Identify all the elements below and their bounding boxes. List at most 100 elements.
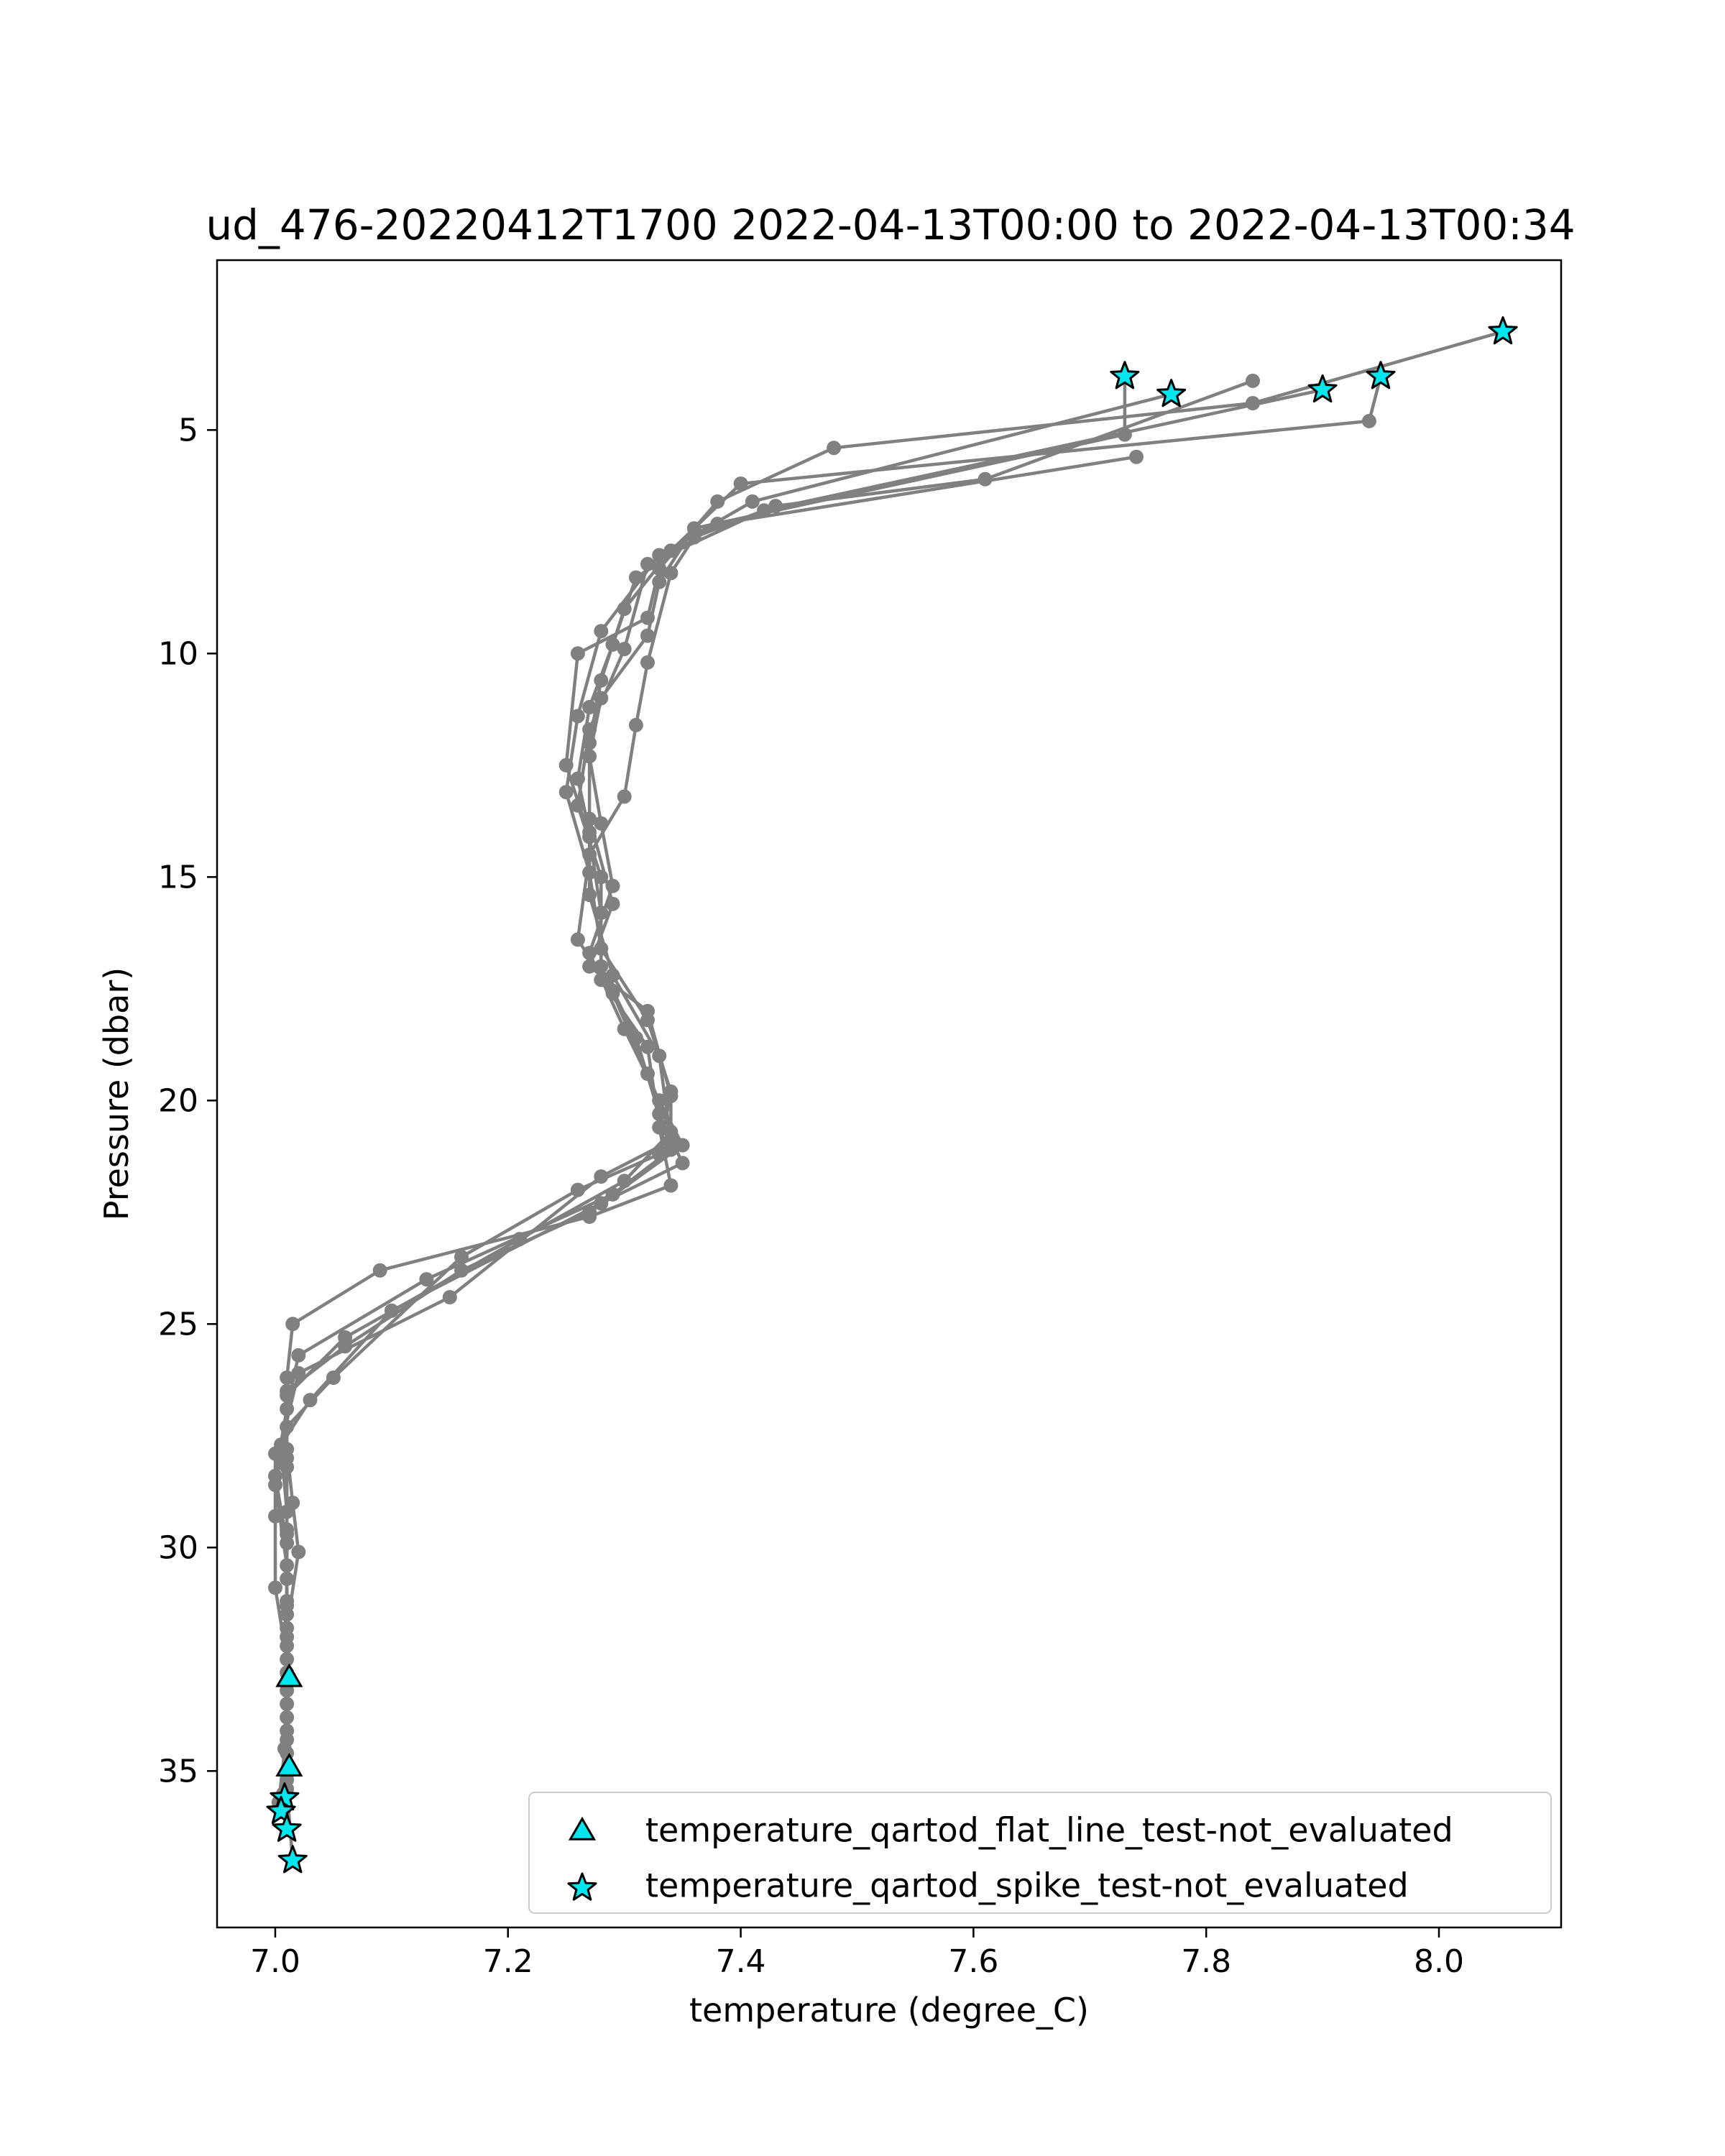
legend-label-spike: temperature_qartod_spike_test-not_evalua… xyxy=(645,1866,1409,1905)
data-point xyxy=(291,1348,306,1363)
data-point xyxy=(268,1508,282,1524)
data-point xyxy=(605,896,620,911)
chart-title: ud_476-20220412T1700 2022-04-13T00:00 to… xyxy=(206,201,1575,249)
y-tick-label: 25 xyxy=(158,1306,198,1342)
data-point xyxy=(280,1571,295,1586)
data-point xyxy=(640,1003,655,1018)
data-point xyxy=(291,1544,306,1560)
data-point xyxy=(582,825,597,840)
flag-layer xyxy=(266,316,1518,1874)
x-tick-label: 7.2 xyxy=(483,1943,533,1980)
data-point xyxy=(280,1370,295,1385)
data-point xyxy=(605,637,620,652)
spike-flag-marker xyxy=(1110,361,1140,390)
data-point xyxy=(640,628,655,643)
data-point xyxy=(280,1504,295,1519)
data-point xyxy=(594,624,609,639)
spike-flag-marker xyxy=(1488,316,1518,345)
legend: temperature_qartod_flat_line_test-not_ev… xyxy=(528,1792,1552,1914)
spike-flag-marker xyxy=(277,1845,308,1874)
x-tick-label: 7.4 xyxy=(716,1943,766,1980)
data-point xyxy=(827,441,842,456)
legend-triangle-shape xyxy=(568,1816,597,1841)
data-point xyxy=(582,888,597,903)
legend-box xyxy=(528,1792,1552,1914)
y-tick-label: 20 xyxy=(158,1082,198,1119)
data-point xyxy=(558,757,574,773)
data-point xyxy=(1246,373,1260,388)
x-tick-label: 7.8 xyxy=(1181,1943,1231,1980)
data-point xyxy=(570,709,585,724)
x-axis-label: temperature (degree_C) xyxy=(689,1991,1089,2030)
data-point xyxy=(280,1710,295,1725)
spike-flag-marker xyxy=(1366,361,1396,390)
data-point xyxy=(745,494,760,509)
data-point xyxy=(663,1133,678,1148)
data-point xyxy=(291,1365,306,1381)
data-point xyxy=(710,494,725,509)
data-point xyxy=(628,717,643,732)
data-point xyxy=(675,1138,690,1153)
data-point xyxy=(652,1049,667,1064)
data-point xyxy=(663,1089,678,1104)
data-point xyxy=(372,1263,387,1278)
y-axis: 5 10 15 20 25 30 35 xyxy=(158,412,217,1789)
data-point xyxy=(663,566,678,581)
data-point xyxy=(419,1272,434,1287)
data-point xyxy=(733,476,748,491)
data-point xyxy=(280,1388,295,1403)
data-point xyxy=(640,1067,655,1081)
data-point xyxy=(570,646,585,661)
data-point xyxy=(663,543,678,558)
spike-flag-marker xyxy=(1156,379,1187,407)
data-point xyxy=(675,1156,690,1171)
data-point xyxy=(442,1290,457,1304)
legend-star-marker xyxy=(567,1872,597,1901)
spike-flag-marker xyxy=(1307,374,1338,403)
data-point xyxy=(617,789,632,804)
data-point xyxy=(617,642,632,657)
data-point xyxy=(326,1370,341,1385)
series-layer xyxy=(268,324,1510,1868)
data-point xyxy=(268,1580,282,1595)
axes-frame xyxy=(216,259,1563,1929)
data-point xyxy=(1129,449,1144,464)
data-point xyxy=(582,1210,597,1224)
y-tick-label: 10 xyxy=(158,635,198,672)
y-axis-label: Pressure (dbar) xyxy=(97,967,136,1220)
data-point xyxy=(640,655,655,670)
x-tick-label: 7.6 xyxy=(948,1943,998,1980)
data-point xyxy=(663,1178,678,1193)
data-point xyxy=(640,610,655,625)
spike-flag-marker xyxy=(266,1795,296,1824)
data-point xyxy=(1246,396,1260,410)
data-point xyxy=(594,1169,609,1184)
data-point xyxy=(582,700,597,714)
legend-triangle-marker xyxy=(568,1816,597,1841)
data-point xyxy=(274,1437,288,1452)
data-point xyxy=(652,1120,667,1135)
data-point xyxy=(768,499,783,514)
y-tick-label: 35 xyxy=(158,1753,198,1789)
data-point xyxy=(605,986,620,1001)
x-axis: 7.0 7.2 7.4 7.6 7.8 8.0 xyxy=(250,1927,1464,1980)
data-point xyxy=(628,570,643,585)
data-point xyxy=(268,1468,282,1483)
data-point xyxy=(1361,413,1376,428)
data-point xyxy=(338,1330,353,1345)
data-point xyxy=(570,932,585,947)
legend-label-flat-line: temperature_qartod_flat_line_test-not_ev… xyxy=(645,1811,1453,1850)
flat-line-flag-marker xyxy=(275,1752,303,1777)
data-point xyxy=(280,1639,295,1654)
data-point xyxy=(594,906,609,921)
y-tick-label: 30 xyxy=(158,1529,198,1566)
x-tick-label: 8.0 xyxy=(1414,1943,1464,1980)
data-point xyxy=(617,1174,632,1189)
y-tick-label: 5 xyxy=(178,412,198,448)
data-point xyxy=(605,968,620,983)
data-point xyxy=(710,517,725,531)
series-line-6 xyxy=(279,455,1137,1780)
legend-star-shape xyxy=(567,1872,597,1901)
data-point xyxy=(285,1317,300,1332)
